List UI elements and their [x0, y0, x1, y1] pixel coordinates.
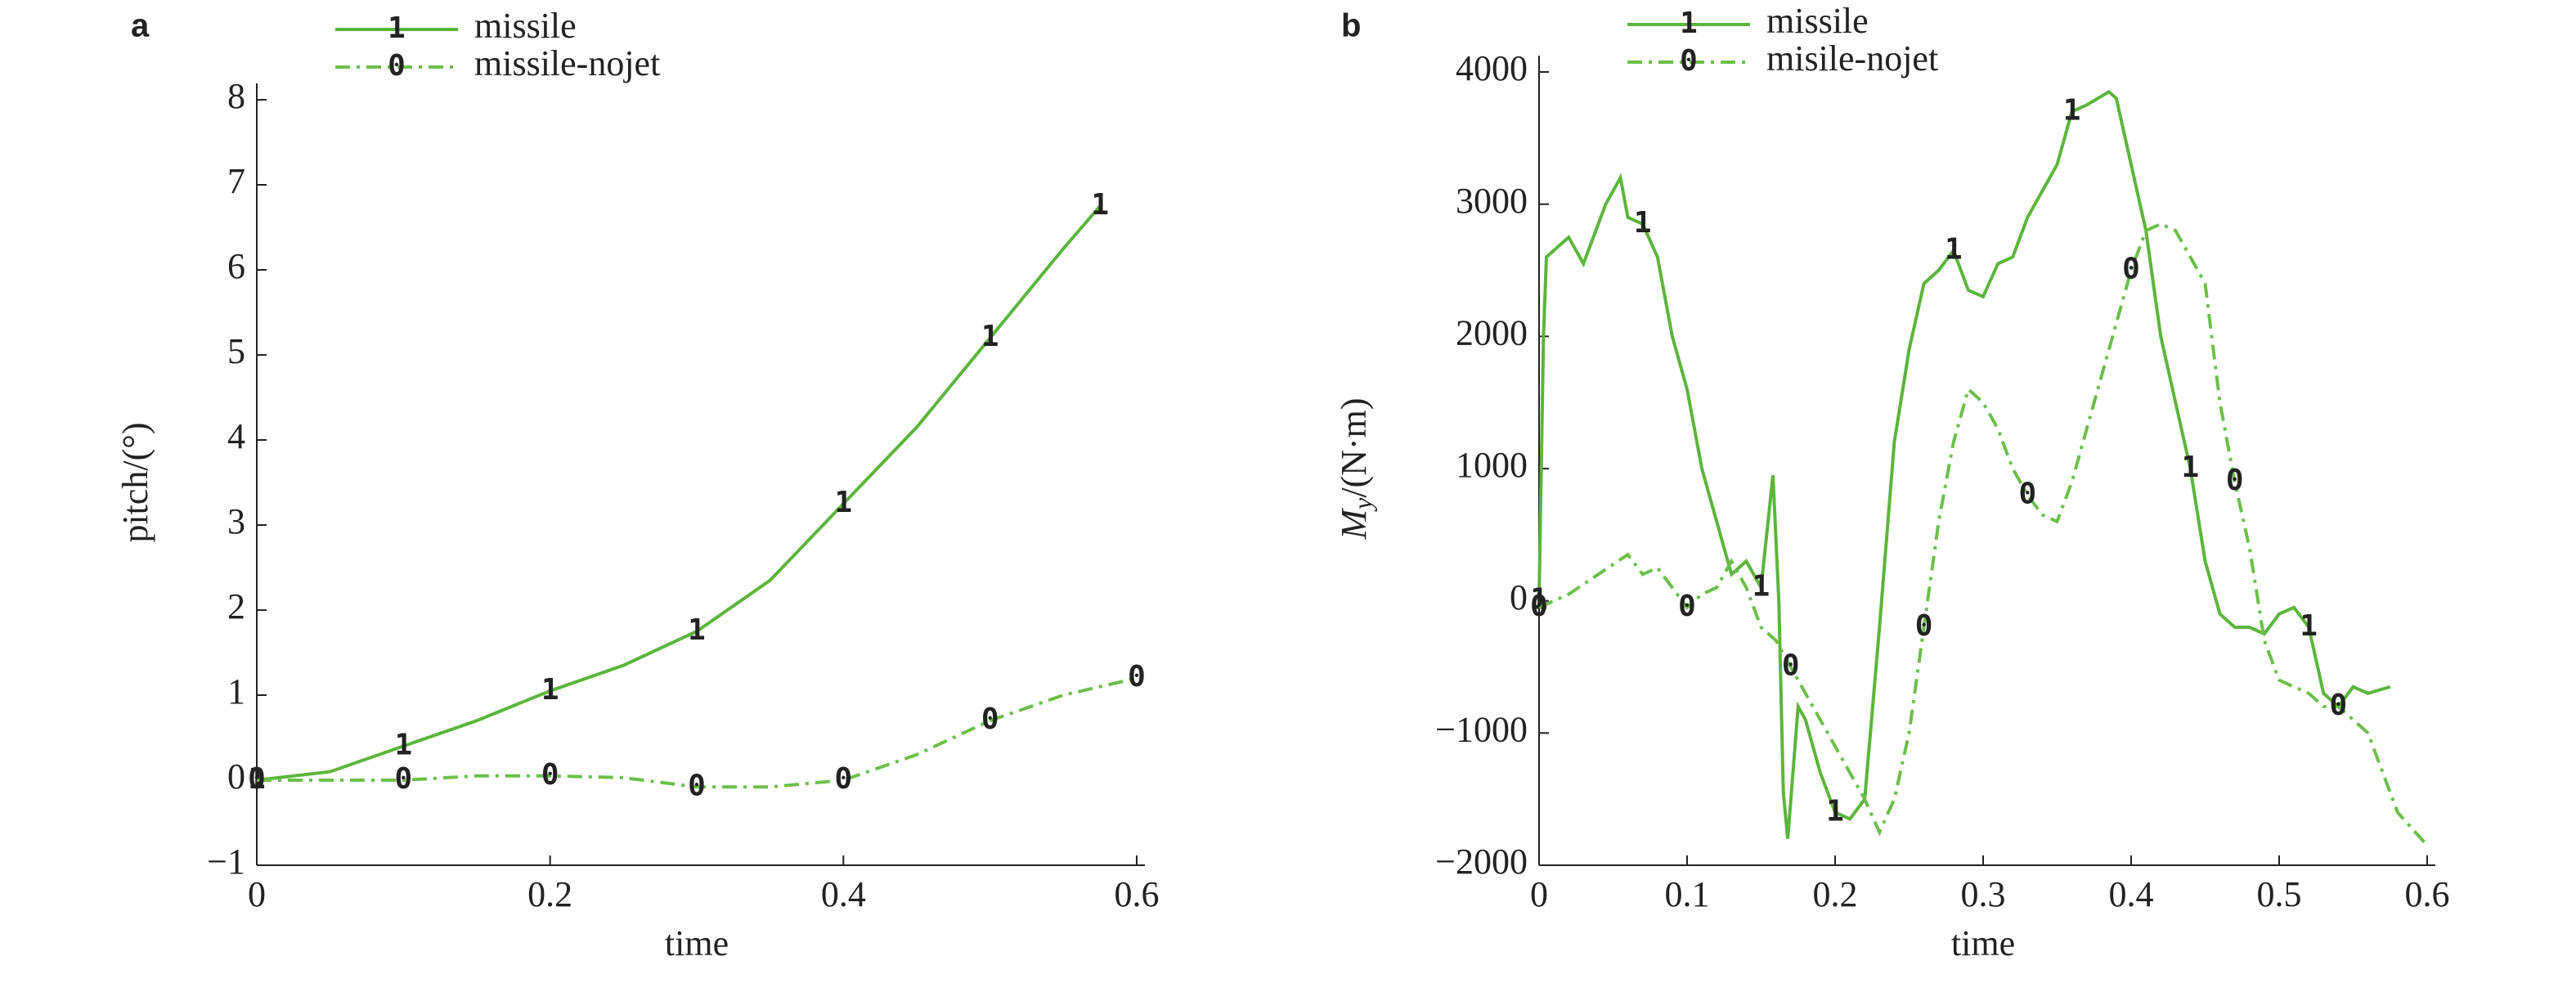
series-marker: 1: [2300, 609, 2318, 643]
x-tick-label: 0.6: [1115, 874, 1160, 914]
legend-marker: 0: [1680, 44, 1698, 78]
series-marker: 1: [1530, 583, 1548, 617]
series-marker: 0: [834, 762, 852, 796]
y-axis-label: My/(N·m): [1334, 397, 1377, 540]
series-line: [1537, 89, 2391, 839]
legend-marker: 1: [1680, 7, 1698, 40]
y-axis-label-part: y: [1348, 497, 1377, 512]
x-tick-label: 0.5: [2257, 874, 2302, 914]
series-marker: 0: [1530, 590, 1548, 623]
y-axis-label: pitch/(°): [115, 422, 155, 542]
panel-label: b: [1341, 8, 1361, 44]
y-tick-label: 3000: [1456, 181, 1528, 221]
series-line: [1538, 222, 2429, 847]
series-marker: 0: [2122, 253, 2140, 286]
legend-label: missile: [1766, 1, 1869, 41]
series-marker: 0: [541, 758, 559, 792]
series-marker: 0: [688, 769, 706, 802]
y-tick-label: 3: [227, 501, 245, 541]
series-marker: 0: [248, 762, 266, 796]
x-tick-label: 0: [1530, 874, 1548, 914]
x-axis-label: time: [665, 923, 729, 963]
y-axis-label-part: M: [1334, 508, 1374, 541]
series-marker: 1: [834, 486, 852, 519]
y-tick-label: 6: [227, 246, 245, 286]
y-tick-label: −1000: [1435, 709, 1528, 749]
x-axis-label: time: [1951, 923, 2015, 963]
series-marker: 1: [394, 728, 412, 761]
series-marker: 0: [2018, 477, 2036, 510]
y-tick-label: 2000: [1456, 312, 1528, 352]
series-marker: 1: [1752, 570, 1770, 604]
series-marker: 1: [541, 673, 559, 707]
y-tick-label: −2000: [1435, 842, 1528, 882]
series-marker: 0: [2330, 689, 2348, 722]
series-marker: 0: [1678, 590, 1696, 623]
series-marker: 1: [1826, 794, 1844, 828]
y-tick-label: 1000: [1456, 445, 1528, 485]
legend-marker: 1: [388, 11, 406, 45]
series-line: [257, 676, 1138, 789]
x-tick-label: 0.6: [2405, 874, 2450, 914]
panel-label: a: [131, 8, 150, 44]
series-marker: 1: [2182, 451, 2200, 484]
series-marker: 0: [2226, 464, 2244, 497]
y-tick-label: 0: [1510, 577, 1528, 617]
y-tick-label: 8: [227, 76, 245, 116]
y-axis-label-part: /(N·m): [1334, 397, 1374, 497]
series-marker: 1: [981, 320, 999, 353]
legend-label: misile-nojet: [1766, 38, 1938, 79]
series-marker: 1: [1091, 188, 1109, 222]
series-line: [256, 204, 1102, 782]
x-tick-label: 0.4: [821, 874, 866, 914]
series-marker: 0: [981, 702, 999, 736]
y-axis-label-part: pitch/(°): [115, 422, 155, 542]
x-tick-label: 0.4: [2109, 874, 2154, 914]
y-tick-label: −1: [207, 842, 245, 882]
x-tick-label: 0.2: [1813, 874, 1858, 914]
x-tick-label: 0.2: [527, 874, 572, 914]
series-marker: 0: [1782, 649, 1800, 683]
series-marker: 1: [2063, 94, 2081, 128]
y-tick-label: 2: [227, 586, 245, 626]
series-marker: 1: [688, 613, 706, 647]
x-tick-label: 0.1: [1665, 874, 1710, 914]
series-marker: 0: [1128, 660, 1146, 693]
legend-label: missile-nojet: [474, 43, 660, 83]
y-tick-label: 1: [227, 671, 245, 711]
x-tick-label: 0: [248, 874, 266, 914]
series-marker: 0: [1915, 609, 1933, 643]
y-tick-label: 4: [227, 416, 245, 456]
x-tick-label: 0.3: [1961, 874, 2006, 914]
legend-marker: 0: [388, 49, 406, 83]
y-tick-label: 0: [227, 756, 245, 797]
legend-label: missile: [474, 6, 577, 46]
series-marker: 1: [1945, 232, 1963, 266]
y-tick-label: 5: [227, 331, 245, 371]
series-marker: 1: [1634, 206, 1652, 240]
series-marker: 0: [394, 762, 412, 796]
y-tick-label: 7: [227, 161, 245, 201]
y-tick-label: 4000: [1456, 48, 1528, 88]
